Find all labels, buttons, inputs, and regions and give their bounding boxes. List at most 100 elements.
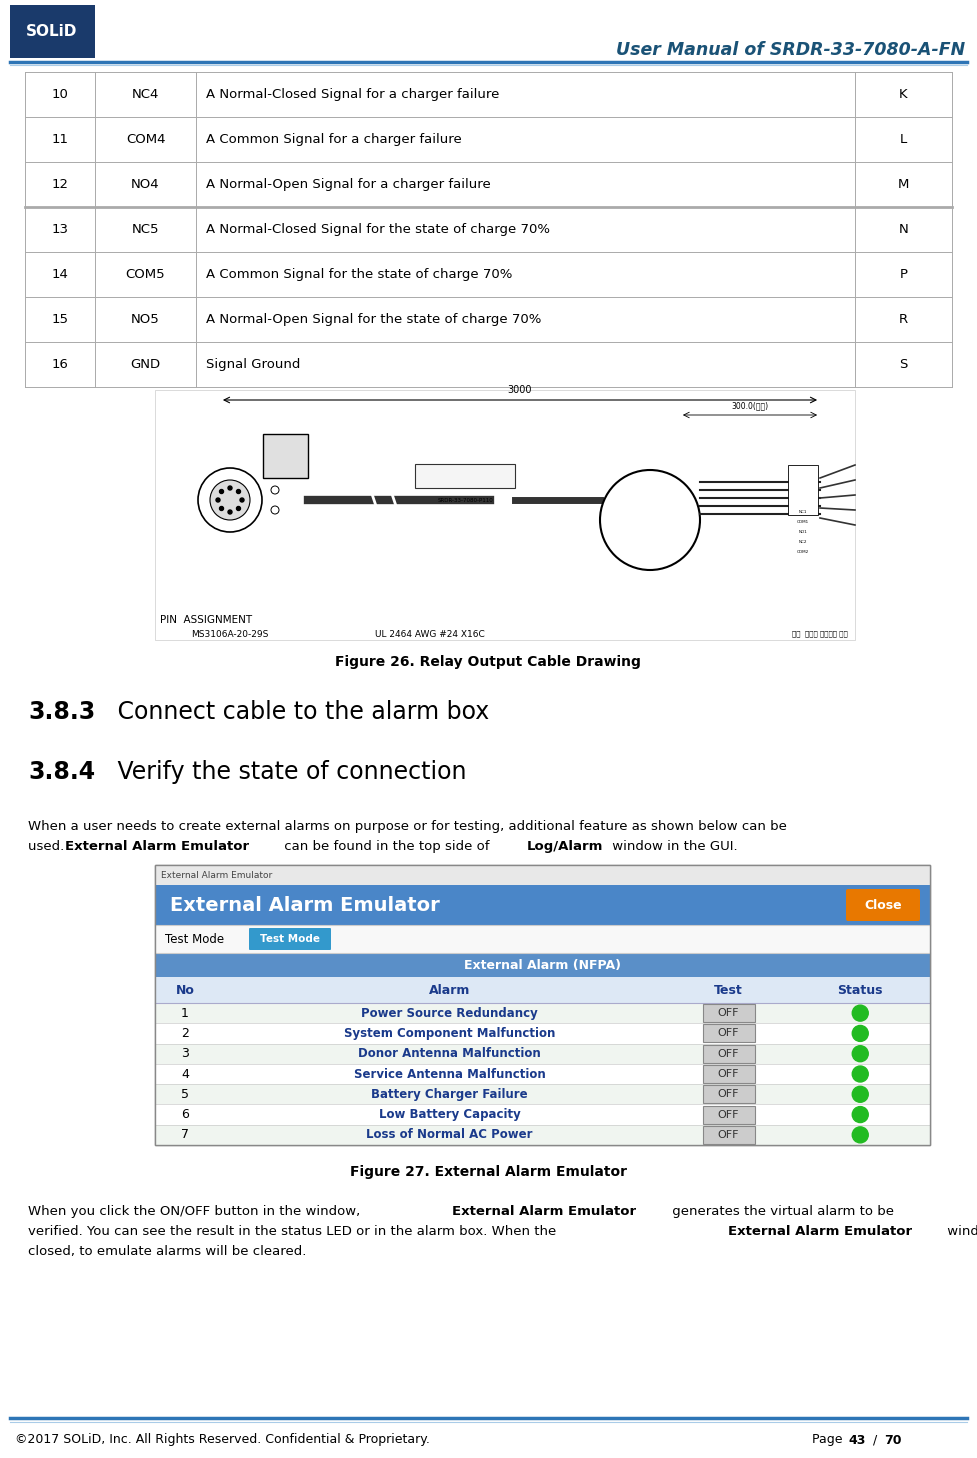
Circle shape bbox=[210, 480, 250, 521]
Text: No: No bbox=[176, 984, 194, 996]
Bar bbox=[10, 4, 95, 58]
Text: Figure 27. External Alarm Emulator: Figure 27. External Alarm Emulator bbox=[350, 1165, 626, 1180]
Circle shape bbox=[600, 469, 700, 570]
Text: Log/Alarm: Log/Alarm bbox=[527, 840, 604, 853]
Text: Donor Antenna Malfunction: Donor Antenna Malfunction bbox=[359, 1047, 541, 1060]
Text: A Normal-Open Signal for the state of charge 70%: A Normal-Open Signal for the state of ch… bbox=[206, 313, 542, 327]
Circle shape bbox=[852, 1005, 869, 1021]
Text: /: / bbox=[869, 1433, 881, 1446]
Bar bbox=[702, 1085, 754, 1104]
Text: K: K bbox=[899, 87, 908, 101]
Bar bbox=[263, 434, 308, 478]
Text: 300.0(탈피): 300.0(탈피) bbox=[732, 401, 769, 410]
Text: External Alarm Emulator: External Alarm Emulator bbox=[452, 1204, 636, 1217]
Text: Signal Ground: Signal Ground bbox=[206, 359, 301, 370]
Text: window in the GUI.: window in the GUI. bbox=[608, 840, 738, 853]
Text: MS3106A-20-29S: MS3106A-20-29S bbox=[191, 630, 269, 639]
Text: 14: 14 bbox=[52, 268, 68, 281]
Circle shape bbox=[240, 499, 244, 502]
Text: 3000: 3000 bbox=[508, 385, 532, 395]
Circle shape bbox=[852, 1127, 869, 1143]
Text: NC2: NC2 bbox=[799, 539, 807, 544]
Bar bbox=[155, 924, 930, 954]
Text: closed, to emulate alarms will be cleared.: closed, to emulate alarms will be cleare… bbox=[28, 1245, 307, 1258]
Text: PIN  ASSIGNMENT: PIN ASSIGNMENT bbox=[160, 615, 252, 625]
Bar bbox=[415, 464, 515, 488]
Text: S: S bbox=[899, 359, 908, 370]
Bar bbox=[155, 1085, 930, 1104]
Text: Close: Close bbox=[865, 898, 902, 911]
Text: Connect cable to the alarm box: Connect cable to the alarm box bbox=[110, 700, 489, 725]
Text: Low Battery Capacity: Low Battery Capacity bbox=[379, 1108, 521, 1121]
Text: Test: Test bbox=[714, 984, 743, 996]
Bar bbox=[702, 1005, 754, 1022]
Text: COM2: COM2 bbox=[797, 550, 809, 554]
Text: A Normal-Closed Signal for the state of charge 70%: A Normal-Closed Signal for the state of … bbox=[206, 223, 550, 236]
Text: SOLiD: SOLiD bbox=[26, 23, 78, 38]
Bar bbox=[702, 1045, 754, 1063]
Circle shape bbox=[236, 506, 240, 510]
Text: A Normal-Open Signal for a charger failure: A Normal-Open Signal for a charger failu… bbox=[206, 178, 491, 191]
Text: 11: 11 bbox=[51, 133, 68, 146]
Text: OFF: OFF bbox=[718, 1028, 740, 1038]
Text: OFF: OFF bbox=[718, 1007, 740, 1018]
Text: OFF: OFF bbox=[718, 1069, 740, 1079]
Bar bbox=[155, 389, 855, 640]
Text: Page: Page bbox=[812, 1433, 846, 1446]
Bar bbox=[788, 465, 818, 515]
Circle shape bbox=[852, 1066, 869, 1082]
Text: NO5: NO5 bbox=[131, 313, 160, 327]
Bar bbox=[155, 1003, 930, 1024]
Text: A Common Signal for the state of charge 70%: A Common Signal for the state of charge … bbox=[206, 268, 513, 281]
Text: 43: 43 bbox=[848, 1433, 866, 1446]
Text: System Component Malfunction: System Component Malfunction bbox=[344, 1026, 555, 1040]
Text: Figure 26. Relay Output Cable Drawing: Figure 26. Relay Output Cable Drawing bbox=[335, 655, 641, 669]
Text: 3.8.4: 3.8.4 bbox=[28, 760, 95, 784]
Text: When you click the ON/OFF button in the window,: When you click the ON/OFF button in the … bbox=[28, 1204, 364, 1217]
Text: Alarm: Alarm bbox=[429, 984, 470, 996]
Text: OFF: OFF bbox=[718, 1110, 740, 1120]
Bar bbox=[702, 1105, 754, 1124]
Circle shape bbox=[228, 486, 232, 490]
Text: Service Antenna Malfunction: Service Antenna Malfunction bbox=[354, 1067, 545, 1080]
Bar bbox=[155, 865, 930, 885]
Circle shape bbox=[228, 510, 232, 515]
Text: UL 2464 AWG #24 X16C: UL 2464 AWG #24 X16C bbox=[375, 630, 485, 639]
Circle shape bbox=[852, 1086, 869, 1102]
Text: External Alarm Emulator: External Alarm Emulator bbox=[65, 840, 249, 853]
Circle shape bbox=[220, 490, 224, 493]
Text: A Common Signal for a charger failure: A Common Signal for a charger failure bbox=[206, 133, 462, 146]
FancyBboxPatch shape bbox=[846, 889, 920, 921]
Text: COM4: COM4 bbox=[126, 133, 165, 146]
Text: NO1: NO1 bbox=[798, 531, 807, 534]
Text: Verify the state of connection: Verify the state of connection bbox=[110, 760, 466, 784]
Bar bbox=[155, 865, 930, 1145]
Text: OFF: OFF bbox=[718, 1089, 740, 1099]
Text: When a user needs to create external alarms on purpose or for testing, additiona: When a user needs to create external ala… bbox=[28, 819, 786, 833]
Text: window is: window is bbox=[943, 1225, 977, 1238]
Text: 3: 3 bbox=[181, 1047, 189, 1060]
Text: OFF: OFF bbox=[718, 1130, 740, 1140]
Text: A Normal-Closed Signal for a charger failure: A Normal-Closed Signal for a charger fai… bbox=[206, 87, 500, 101]
Bar bbox=[155, 865, 930, 1145]
Text: 7: 7 bbox=[181, 1128, 189, 1142]
Bar bbox=[155, 1064, 930, 1085]
Text: External Alarm Emulator: External Alarm Emulator bbox=[161, 870, 273, 879]
Bar bbox=[155, 977, 930, 1003]
Text: COM5: COM5 bbox=[126, 268, 165, 281]
Text: can be found in the top side of: can be found in the top side of bbox=[280, 840, 493, 853]
Text: 2: 2 bbox=[181, 1026, 189, 1040]
Text: GND: GND bbox=[131, 359, 160, 370]
Text: NO4: NO4 bbox=[131, 178, 160, 191]
Bar bbox=[155, 954, 930, 977]
Circle shape bbox=[220, 506, 224, 510]
Circle shape bbox=[198, 468, 262, 532]
Text: External Alarm Emulator: External Alarm Emulator bbox=[170, 895, 440, 914]
Text: 3.8.3: 3.8.3 bbox=[28, 700, 95, 725]
Text: 12: 12 bbox=[51, 178, 68, 191]
Text: ©2017 SOLiD, Inc. All Rights Reserved. Confidential & Proprietary.: ©2017 SOLiD, Inc. All Rights Reserved. C… bbox=[15, 1433, 430, 1446]
Text: M: M bbox=[898, 178, 909, 191]
Bar bbox=[155, 1104, 930, 1124]
Text: User Manual of SRDR-33-7080-A-FN: User Manual of SRDR-33-7080-A-FN bbox=[616, 41, 965, 58]
Text: External Alarm Emulator: External Alarm Emulator bbox=[728, 1225, 913, 1238]
